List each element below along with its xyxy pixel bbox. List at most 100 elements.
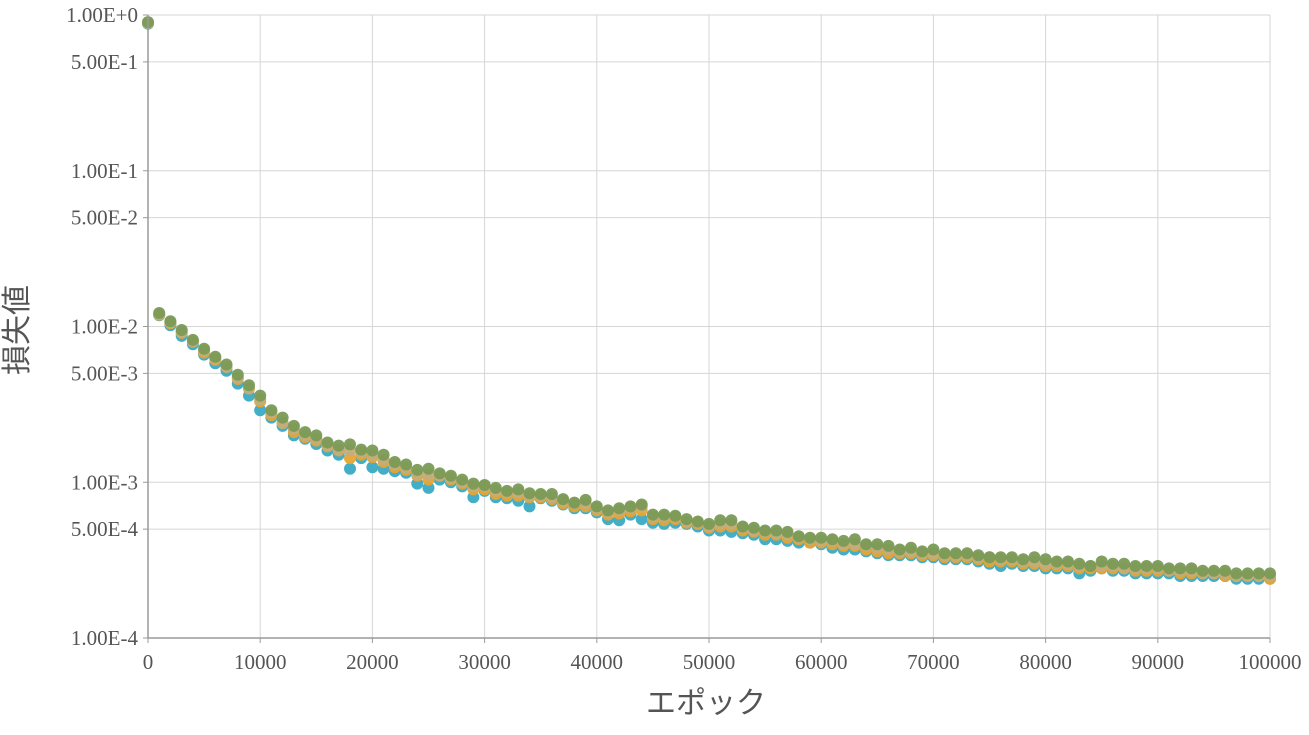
y-tick-label: 1.00E+0: [66, 3, 138, 27]
data-point: [377, 448, 390, 461]
data-point: [411, 463, 424, 476]
data-point: [635, 513, 648, 526]
data-point: [826, 533, 839, 546]
data-point: [860, 538, 873, 551]
data-point: [1084, 560, 1097, 572]
data-point: [792, 530, 805, 543]
data-point: [646, 508, 659, 521]
data-point: [983, 551, 996, 564]
data-point: [1140, 560, 1153, 572]
data-point: [220, 358, 233, 371]
data-point: [658, 508, 671, 521]
data-point: [175, 324, 188, 336]
data-point: [635, 498, 648, 511]
x-tick-label: 10000: [234, 650, 287, 674]
x-tick-label: 20000: [346, 650, 399, 674]
data-point: [1219, 564, 1232, 577]
data-point: [613, 502, 626, 515]
data-point: [1005, 551, 1018, 564]
y-tick-label: 5.00E-1: [71, 50, 138, 74]
x-tick-label: 30000: [458, 650, 511, 674]
data-point: [961, 547, 974, 560]
data-point: [321, 436, 334, 449]
y-tick-label: 5.00E-4: [71, 517, 139, 541]
y-tick-label: 1.00E-3: [71, 470, 138, 494]
data-point: [602, 504, 614, 517]
data-point: [456, 473, 469, 486]
data-point: [186, 333, 199, 346]
x-tick-label: 0: [143, 650, 154, 674]
data-point: [287, 419, 300, 432]
data-point: [1196, 564, 1209, 577]
data-point: [590, 500, 603, 513]
data-point: [736, 520, 749, 533]
data-point: [1118, 557, 1131, 570]
data-point: [804, 531, 816, 544]
data-point: [1264, 567, 1276, 580]
data-point: [243, 379, 255, 392]
data-point: [344, 462, 356, 475]
data-point: [332, 439, 345, 452]
data-point: [1252, 567, 1265, 580]
data-point: [1017, 553, 1030, 566]
data-point: [949, 547, 962, 560]
data-point: [905, 541, 917, 554]
data-point: [1039, 553, 1052, 566]
data-point: [994, 551, 1007, 564]
x-axis-title: エポック: [646, 686, 766, 721]
data-point: [265, 404, 278, 417]
data-point: [815, 531, 828, 544]
data-point: [927, 543, 940, 556]
data-point: [388, 456, 401, 468]
data-point: [1241, 567, 1254, 580]
grid-lines: [148, 14, 1271, 639]
data-point: [579, 493, 592, 506]
data-point: [747, 521, 760, 534]
data-point: [231, 368, 244, 381]
data-point: [276, 411, 289, 424]
data-point: [366, 461, 379, 474]
data-point: [467, 477, 480, 490]
data-point: [703, 517, 715, 530]
data-point: [871, 538, 884, 551]
data-point: [759, 524, 772, 537]
data-point: [545, 488, 558, 500]
data-points: [142, 16, 1276, 585]
data-point: [893, 543, 906, 556]
data-point: [209, 350, 222, 363]
data-point: [1207, 564, 1220, 577]
y-tick-label: 1.00E-1: [71, 159, 138, 183]
y-tick-label: 5.00E-3: [71, 361, 138, 385]
data-point: [680, 513, 693, 526]
y-tick-label: 1.00E-2: [71, 315, 138, 339]
data-point: [254, 389, 267, 402]
data-point: [1050, 555, 1063, 568]
data-point: [781, 525, 794, 538]
data-point: [669, 509, 682, 522]
x-tick-label: 100000: [1239, 650, 1302, 674]
data-point: [523, 487, 536, 500]
data-point: [444, 469, 457, 482]
data-point: [534, 488, 547, 500]
data-point: [501, 484, 513, 497]
data-point: [489, 481, 502, 494]
data-point: [433, 467, 446, 480]
data-point: [938, 547, 951, 560]
data-point: [366, 444, 379, 457]
data-point: [770, 524, 783, 537]
x-tick-label: 90000: [1132, 650, 1185, 674]
data-point: [1174, 562, 1187, 575]
data-point: [299, 426, 312, 439]
x-tick-label: 80000: [1019, 650, 1072, 674]
data-point: [512, 483, 525, 496]
data-point: [310, 429, 323, 442]
data-point: [972, 549, 985, 562]
y-tick-label: 5.00E-2: [71, 206, 138, 230]
y-tick-labels: 1.00E+0 5.00E-1 1.00E-1 5.00E-2 1.00E-2 5.00E…: [66, 3, 138, 650]
data-point: [916, 545, 929, 558]
data-point: [624, 500, 637, 513]
data-point: [164, 315, 177, 328]
series-4: [142, 16, 1276, 580]
data-point: [355, 443, 368, 456]
